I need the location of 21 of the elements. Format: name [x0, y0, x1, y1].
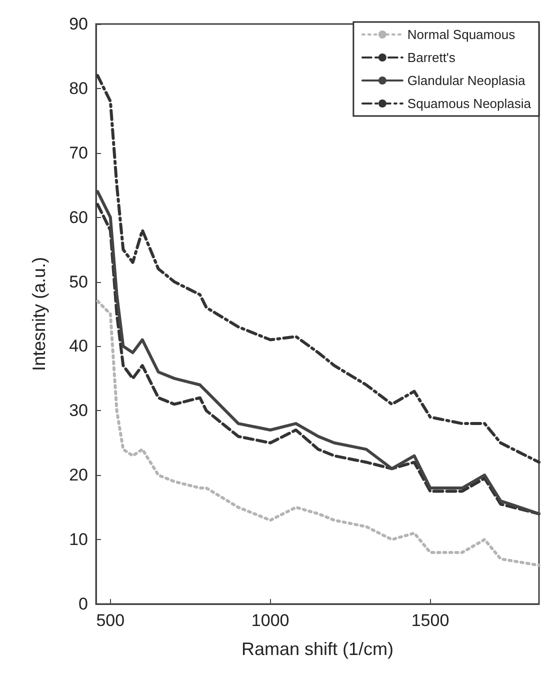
legend-label: Squamous Neoplasia [407, 96, 532, 111]
legend-label: Barrett's [407, 50, 456, 65]
y-tick-label: 60 [69, 208, 88, 227]
legend-label: Glandular Neoplasia [407, 73, 526, 88]
y-tick-label: 50 [69, 272, 88, 292]
y-tick-label: 0 [78, 594, 88, 614]
y-axis-title: Intesnity (a.u.) [29, 256, 49, 372]
y-tick-label: 90 [69, 14, 88, 34]
y-tick-label: 10 [69, 530, 88, 550]
x-tick-label: 500 [96, 611, 125, 630]
line-series [96, 300, 540, 567]
x-axis-title: Raman shift (1/cm) [241, 639, 394, 659]
y-tick-label: 40 [69, 336, 88, 356]
y-tick-label: 70 [69, 143, 88, 162]
y-tick-label: 30 [69, 401, 88, 420]
x-tick-label: 1500 [411, 611, 450, 630]
x-tick-label: 1000 [251, 611, 290, 630]
legend-label: Normal Squamous [407, 27, 516, 42]
line-series [96, 74, 540, 464]
y-tick-label: 20 [69, 466, 88, 485]
y-tick-label: 80 [69, 78, 88, 98]
